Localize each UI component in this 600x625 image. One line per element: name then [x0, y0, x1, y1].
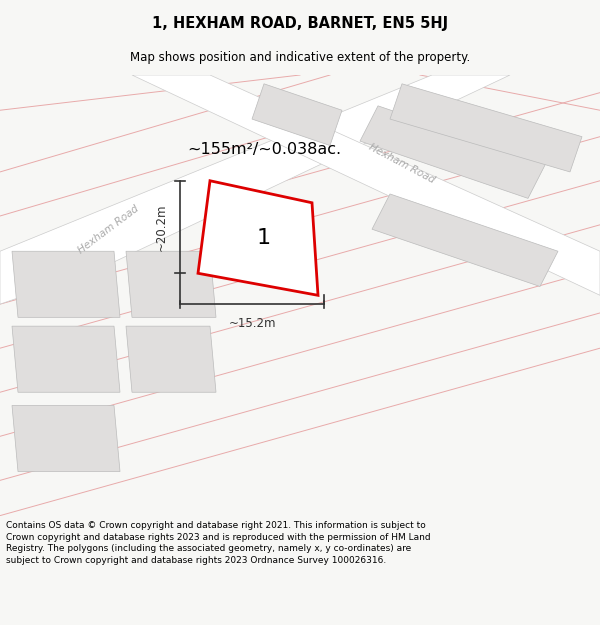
- Polygon shape: [126, 326, 216, 392]
- Polygon shape: [390, 84, 582, 172]
- Text: 1, HEXHAM ROAD, BARNET, EN5 5HJ: 1, HEXHAM ROAD, BARNET, EN5 5HJ: [152, 16, 448, 31]
- Polygon shape: [12, 326, 120, 392]
- Polygon shape: [132, 75, 600, 296]
- Polygon shape: [198, 181, 318, 296]
- Polygon shape: [12, 251, 120, 318]
- Text: ~155m²/~0.038ac.: ~155m²/~0.038ac.: [187, 142, 341, 158]
- Polygon shape: [372, 194, 558, 286]
- Text: Map shows position and indicative extent of the property.: Map shows position and indicative extent…: [130, 51, 470, 64]
- Text: Contains OS data © Crown copyright and database right 2021. This information is : Contains OS data © Crown copyright and d…: [6, 521, 431, 565]
- Polygon shape: [360, 106, 546, 198]
- Polygon shape: [126, 251, 216, 318]
- Polygon shape: [0, 75, 510, 304]
- Polygon shape: [12, 406, 120, 471]
- Text: ~20.2m: ~20.2m: [155, 203, 168, 251]
- Text: 1: 1: [257, 228, 271, 248]
- Polygon shape: [252, 84, 342, 146]
- Text: Hexham Road: Hexham Road: [367, 141, 437, 185]
- Text: Hexham Road: Hexham Road: [76, 203, 140, 255]
- Text: ~15.2m: ~15.2m: [228, 318, 276, 331]
